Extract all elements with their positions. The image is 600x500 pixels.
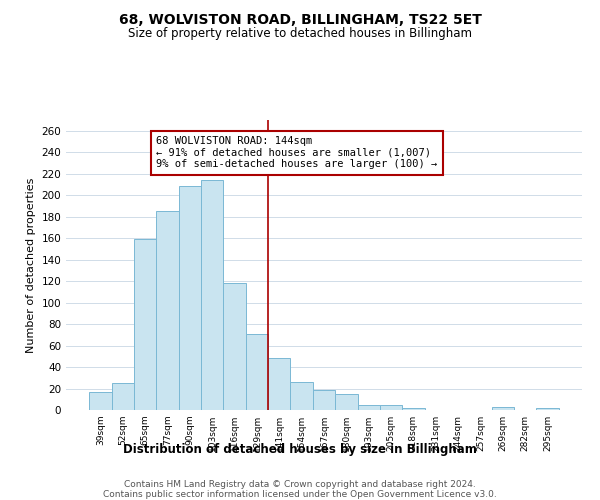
Text: 68 WOLVISTON ROAD: 144sqm
← 91% of detached houses are smaller (1,007)
9% of sem: 68 WOLVISTON ROAD: 144sqm ← 91% of detac…	[157, 136, 438, 170]
Text: 68, WOLVISTON ROAD, BILLINGHAM, TS22 5ET: 68, WOLVISTON ROAD, BILLINGHAM, TS22 5ET	[119, 12, 481, 26]
Bar	[380, 404, 402, 410]
Bar	[358, 404, 380, 410]
Bar	[536, 408, 559, 410]
Bar	[134, 239, 157, 410]
Bar	[112, 383, 134, 410]
Bar	[290, 382, 313, 410]
Text: Contains HM Land Registry data © Crown copyright and database right 2024.
Contai: Contains HM Land Registry data © Crown c…	[103, 480, 497, 500]
Bar	[89, 392, 112, 410]
Bar	[246, 334, 268, 410]
Bar	[179, 186, 201, 410]
Bar	[157, 212, 179, 410]
Text: Size of property relative to detached houses in Billingham: Size of property relative to detached ho…	[128, 28, 472, 40]
Y-axis label: Number of detached properties: Number of detached properties	[26, 178, 36, 352]
Bar	[268, 358, 290, 410]
Bar	[402, 408, 425, 410]
Text: Distribution of detached houses by size in Billingham: Distribution of detached houses by size …	[123, 442, 477, 456]
Bar	[491, 407, 514, 410]
Bar	[335, 394, 358, 410]
Bar	[313, 390, 335, 410]
Bar	[223, 284, 246, 410]
Bar	[201, 180, 223, 410]
